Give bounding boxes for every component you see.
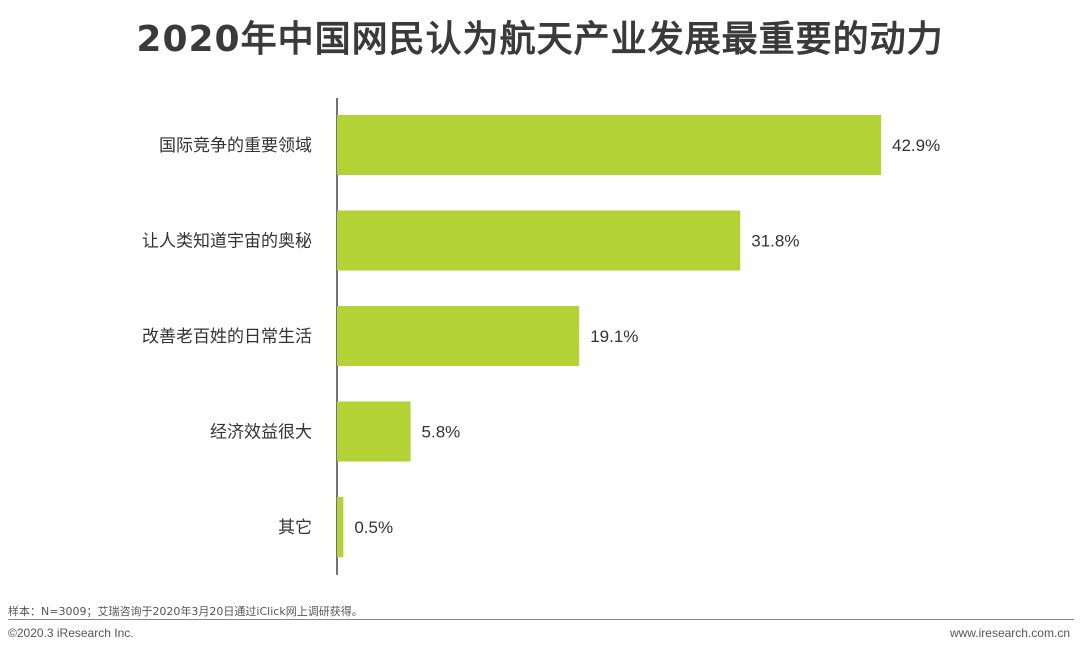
category-label: 经济效益很大 — [210, 423, 312, 443]
value-label: 31.8% — [751, 232, 799, 251]
category-label: 让人类知道宇宙的奥秘 — [142, 232, 312, 252]
value-label: 42.9% — [892, 136, 940, 155]
category-label: 改善老百姓的日常生活 — [142, 327, 312, 347]
value-label: 19.1% — [590, 327, 638, 346]
chart-title: 2020年中国网民认为航天产业发展最重要的动力 — [136, 19, 944, 60]
bar — [337, 210, 741, 271]
website-url: www.iresearch.com.cn — [949, 626, 1070, 640]
bar — [337, 401, 411, 462]
footer-divider — [8, 619, 1074, 620]
bar — [337, 306, 580, 366]
category-label: 其它 — [278, 518, 312, 538]
bar — [337, 115, 881, 175]
bar — [337, 497, 344, 557]
value-label: 5.8% — [422, 423, 461, 442]
bar-chart: 国际竞争的重要领域 42.9% 让人类知道宇宙的奥秘 31.8% 改善老百姓的日常生活 1… — [142, 98, 940, 575]
category-label: 国际竞争的重要领域 — [159, 136, 312, 156]
sample-note: 样本：N=3009；艾瑞咨询于2020年3月20日通过iClick网上调研获得。 — [8, 605, 363, 618]
value-label: 0.5% — [354, 518, 393, 537]
copyright: ©2020.3 iResearch Inc. — [8, 626, 134, 640]
